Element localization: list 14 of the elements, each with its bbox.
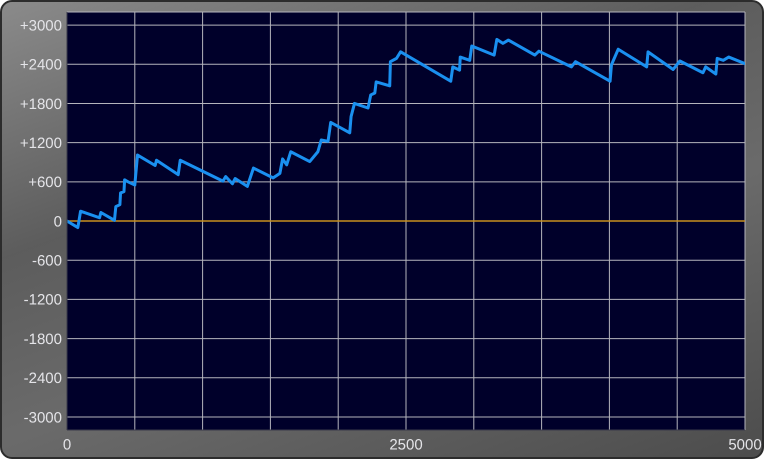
y-tick-label: +1200 (20, 134, 62, 152)
y-tick-label: 0 (54, 213, 62, 230)
y-tick-label: +3000 (20, 17, 62, 34)
y-tick-label: -1200 (24, 292, 62, 309)
y-tick-label: -3000 (24, 409, 62, 426)
x-tick-label: 2500 (389, 436, 423, 454)
y-tick-label: -1800 (24, 330, 62, 348)
y-tick-label: -600 (32, 252, 62, 270)
x-tick-label: 5000 (728, 436, 762, 454)
y-tick-label: +2400 (20, 56, 62, 74)
y-tick-label: -2400 (24, 370, 62, 388)
y-tick-label: +1800 (20, 96, 62, 113)
y-tick-label: +600 (28, 174, 62, 192)
line-series (67, 38, 745, 230)
